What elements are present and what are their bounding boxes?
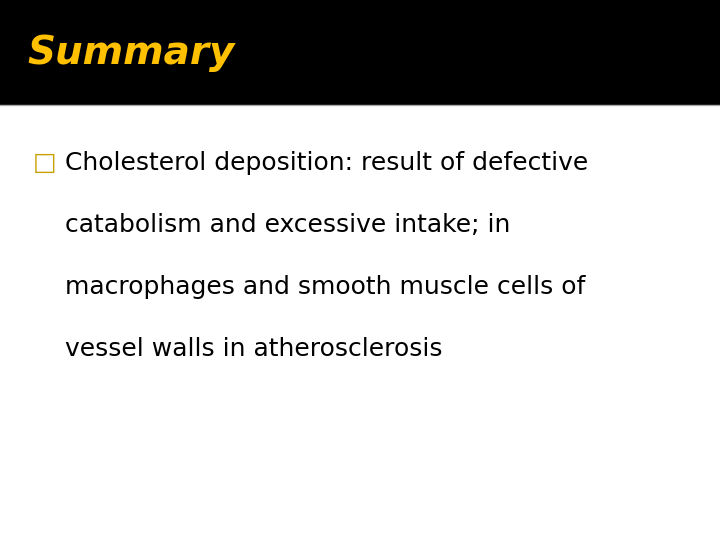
- Text: catabolism and excessive intake; in: catabolism and excessive intake; in: [65, 213, 510, 237]
- Bar: [0, 0, 720, 105]
- Text: Summary: Summary: [27, 33, 235, 72]
- Text: macrophages and smooth muscle cells of: macrophages and smooth muscle cells of: [65, 275, 585, 299]
- Text: □: □: [32, 151, 56, 175]
- Text: vessel walls in atherosclerosis: vessel walls in atherosclerosis: [65, 338, 442, 361]
- Text: Cholesterol deposition: result of defective: Cholesterol deposition: result of defect…: [65, 151, 588, 175]
